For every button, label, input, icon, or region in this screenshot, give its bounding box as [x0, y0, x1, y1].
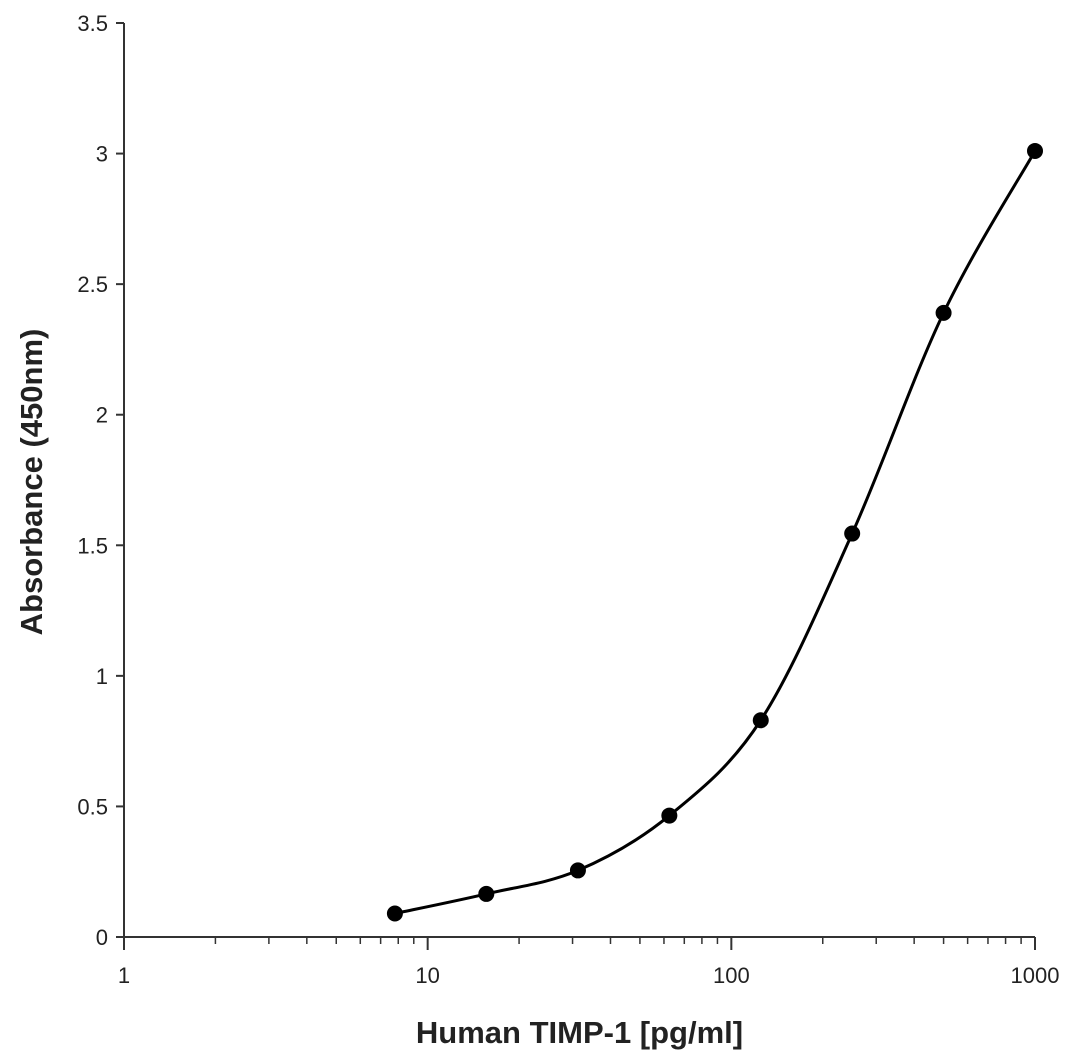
- y-tick-label: 0.5: [77, 794, 108, 819]
- data-point: [386, 905, 403, 922]
- tick-labels: 0 0.5 1 1.5 2 2.5 3 3.5 1 10 100 1000: [77, 11, 1059, 988]
- series: [386, 142, 1043, 922]
- data-point: [569, 862, 586, 879]
- x-tick-label: 1000: [1011, 963, 1060, 988]
- data-point: [478, 885, 495, 902]
- y-tick-label: 3.5: [77, 11, 108, 36]
- data-point: [752, 712, 769, 729]
- y-tick-label: 3: [96, 142, 108, 167]
- y-axis-title: Absorbance (450nm): [14, 329, 49, 636]
- y-tick-label: 1: [96, 664, 108, 689]
- y-tick-label: 2: [96, 403, 108, 428]
- data-point: [661, 807, 678, 824]
- ticks: [116, 22, 1036, 950]
- x-tick-label: 1: [118, 963, 130, 988]
- axes: [123, 23, 1035, 938]
- y-tick-label: 1.5: [77, 533, 108, 558]
- data-point: [935, 304, 952, 321]
- y-tick-label: 2.5: [77, 272, 108, 297]
- x-axis-title: Human TIMP-1 [pg/ml]: [416, 1015, 743, 1050]
- y-tick-label: 0: [96, 925, 108, 950]
- series-line: [394, 150, 1037, 915]
- x-tick-label: 10: [415, 963, 439, 988]
- data-point: [1027, 142, 1043, 159]
- data-point: [844, 525, 861, 542]
- x-tick-label: 100: [713, 963, 750, 988]
